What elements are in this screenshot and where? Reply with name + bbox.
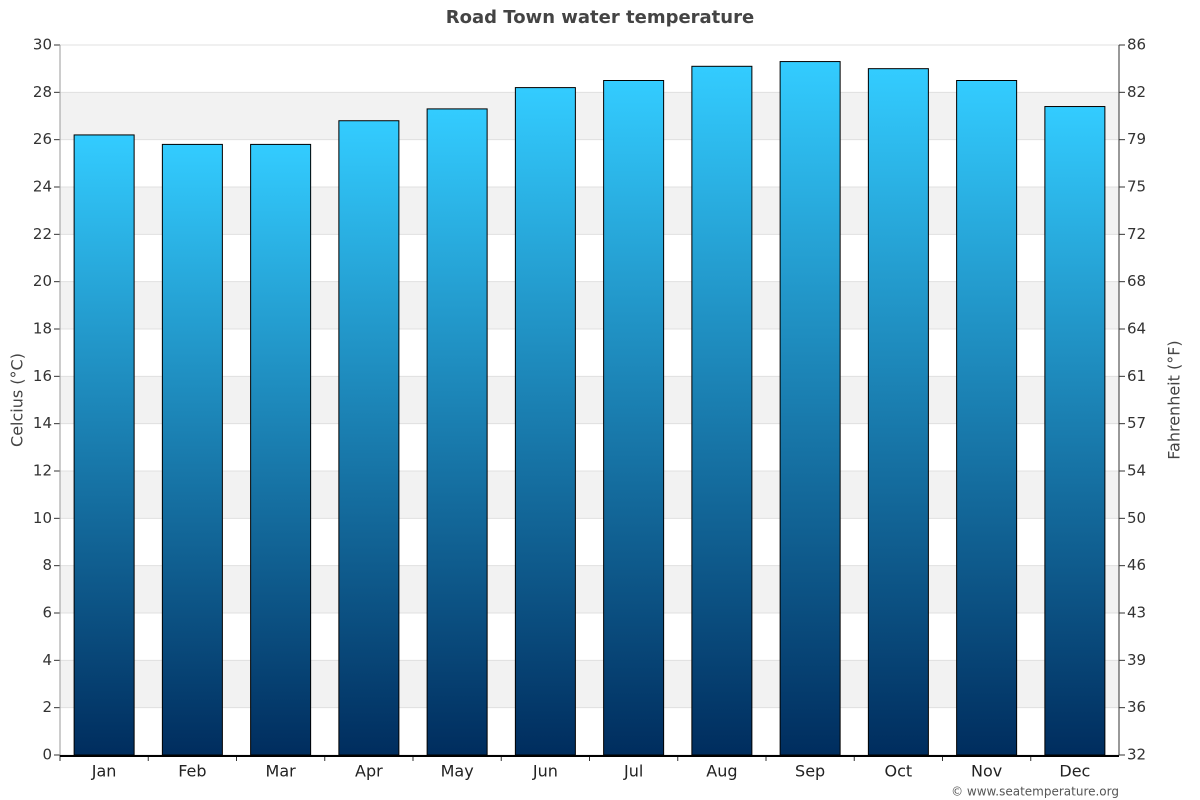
y2-tick-label: 86 <box>1127 36 1146 54</box>
x-tick-label: Jul <box>623 762 643 781</box>
y2-tick-label: 36 <box>1127 698 1146 716</box>
grid-band <box>60 471 1119 519</box>
y-tick-label: 24 <box>33 178 52 196</box>
y2-tick-label: 68 <box>1127 272 1146 290</box>
y-tick-label: 20 <box>33 272 52 290</box>
grid-band <box>60 187 1119 235</box>
y-tick-label: 4 <box>42 651 52 669</box>
y2-tick-label: 39 <box>1127 651 1146 669</box>
y-tick-label: 6 <box>42 604 52 622</box>
x-tick-label: Jun <box>532 762 558 781</box>
bar <box>956 80 1018 756</box>
y2-tick-label: 82 <box>1127 83 1146 101</box>
bar <box>691 65 753 756</box>
bar <box>426 108 488 756</box>
x-tick-label: Dec <box>1059 762 1090 781</box>
y-tick-label: 0 <box>42 746 52 764</box>
y-tick-label: 14 <box>33 414 52 432</box>
bar <box>603 80 665 756</box>
y-axis-title: Celcius (°C) <box>8 353 27 447</box>
grid-band <box>60 376 1119 424</box>
bar <box>250 143 312 756</box>
x-tick-label: Feb <box>178 762 206 781</box>
y-tick-label: 28 <box>33 83 52 101</box>
bar <box>338 120 400 756</box>
x-tick-label: Sep <box>795 762 825 781</box>
y-tick-label: 10 <box>33 509 52 527</box>
chart-title: Road Town water temperature <box>446 7 754 28</box>
y-tick-label: 18 <box>33 320 52 338</box>
y2-tick-label: 79 <box>1127 130 1146 148</box>
y2-tick-label: 75 <box>1127 178 1146 196</box>
x-tick-label: Mar <box>266 762 297 781</box>
x-tick-label: Apr <box>355 762 383 781</box>
y-tick-label: 16 <box>33 367 52 385</box>
x-tick-label: Nov <box>971 762 1002 781</box>
grid-band <box>60 660 1119 708</box>
grid-band <box>60 92 1119 140</box>
y-tick-label: 22 <box>33 225 52 243</box>
x-tick-label: Aug <box>706 762 737 781</box>
y2-tick-label: 43 <box>1127 604 1146 622</box>
bar <box>161 143 223 756</box>
bar <box>779 61 841 756</box>
bar <box>867 68 929 756</box>
y-tick-label: 8 <box>42 556 52 574</box>
y2-axis-title: Fahrenheit (°F) <box>1165 340 1184 459</box>
y-tick-label: 12 <box>33 462 52 480</box>
x-tick-label: Jan <box>91 762 117 781</box>
y2-tick-label: 50 <box>1127 509 1146 527</box>
credit: © www.seatemperature.org <box>951 785 1119 799</box>
x-tick-label: May <box>441 762 474 781</box>
grid-band <box>60 281 1119 329</box>
y2-tick-label: 32 <box>1127 746 1146 764</box>
y2-tick-label: 46 <box>1127 556 1146 574</box>
y2-tick-label: 54 <box>1127 462 1146 480</box>
y-tick-label: 26 <box>33 130 52 148</box>
y-tick-label: 30 <box>33 36 52 54</box>
y-tick-label: 2 <box>42 698 52 716</box>
bar <box>1044 106 1106 756</box>
y2-tick-label: 57 <box>1127 414 1146 432</box>
grid-band <box>60 565 1119 613</box>
x-tick-label: Oct <box>885 762 913 781</box>
y2-tick-label: 64 <box>1127 320 1146 338</box>
y2-tick-label: 72 <box>1127 225 1146 243</box>
bar <box>514 87 576 756</box>
y2-tick-label: 61 <box>1127 367 1146 385</box>
bar <box>73 134 135 756</box>
